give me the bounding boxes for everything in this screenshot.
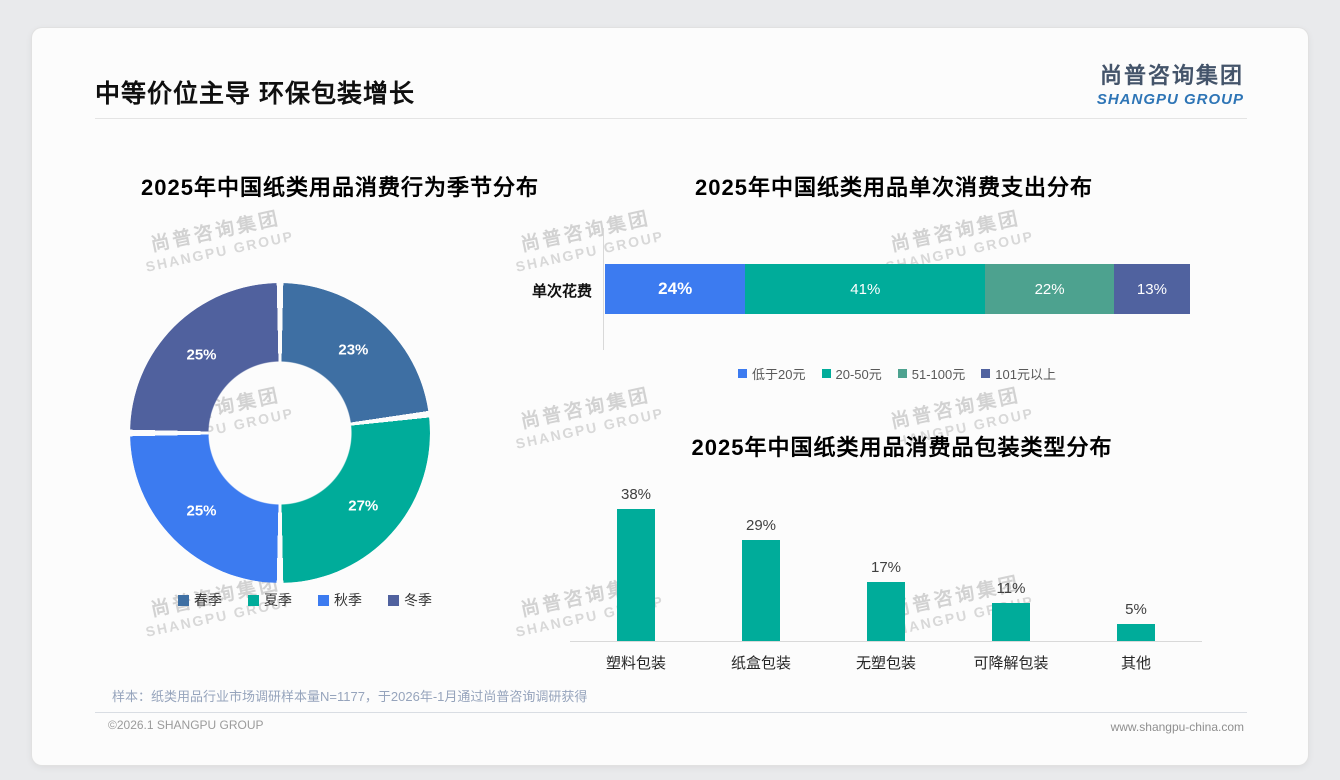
legend-label: 低于20元 — [752, 367, 806, 382]
legend-item: 51-100元 — [897, 364, 966, 383]
legend-swatch — [248, 594, 259, 606]
website-url: www.shangpu-china.com — [1110, 720, 1244, 734]
legend-item: 101元以上 — [981, 364, 1056, 383]
legend-label: 秋季 — [334, 592, 362, 608]
bar-value-label: 29% — [745, 517, 777, 534]
sample-note: 样本：纸类用品行业市场调研样本量N=1177，于2026年-1月通过尚普咨询调研… — [112, 689, 588, 704]
donut-segment-label: 23% — [338, 341, 369, 359]
bar — [992, 603, 1030, 641]
copyright-text: ©2026.1 SHANGPU GROUP — [108, 718, 264, 732]
footer-divider — [95, 712, 1247, 713]
donut-legend: 春季 夏季 秋季 冬季 — [105, 590, 505, 610]
legend-item: 夏季 — [248, 590, 292, 610]
bar-category-label: 纸盒包装 — [730, 655, 791, 672]
legend-swatch — [821, 369, 831, 378]
legend-item: 秋季 — [318, 590, 362, 610]
legend-label: 101元以上 — [995, 367, 1056, 382]
legend-swatch — [388, 594, 399, 606]
stacked-segment: 41% — [745, 264, 986, 314]
stacked-segment: 24% — [605, 264, 746, 314]
bar-category-label: 可降解包装 — [973, 655, 1049, 672]
stacked-bar-legend: 低于20元 20-50元 51-100元 101元以上 — [617, 364, 1177, 383]
legend-label: 51-100元 — [911, 367, 966, 382]
logo-text-cn: 尚普咨询集团 — [1099, 63, 1244, 88]
legend-swatch — [738, 369, 748, 378]
slide-card: 尚普咨询集团 SHANGPU GROUP 尚普咨询集团 SHANGPU GROUP 尚普… — [32, 28, 1308, 765]
donut-segment-label: 25% — [186, 502, 217, 520]
legend-swatch — [897, 369, 907, 378]
legend-label: 冬季 — [404, 592, 432, 608]
legend-swatch — [178, 594, 189, 606]
stacked-bar-axis-line — [603, 228, 604, 350]
legend-swatch — [981, 369, 991, 378]
page-title: 中等价位主导 环保包装增长 — [95, 80, 415, 108]
legend-item: 20-50元 — [821, 364, 882, 383]
legend-label: 夏季 — [264, 592, 292, 608]
stacked-bar-category-label: 单次花费 — [531, 283, 592, 300]
title-divider — [95, 118, 1247, 119]
bar-category-label: 无塑包装 — [855, 655, 916, 672]
stacked-segment: 13% — [1113, 264, 1190, 314]
bar-value-label: 17% — [870, 559, 902, 576]
donut-segment-label: 25% — [186, 346, 217, 363]
stacked-bar: 24% 41% 22% 13% — [605, 264, 1190, 314]
company-logo: 尚普咨询集团 SHANGPU GROUP — [1097, 58, 1244, 108]
legend-swatch — [318, 594, 329, 606]
bar-chart-baseline — [570, 641, 1202, 642]
donut-chart: 23% 27% 25% 25% — [130, 283, 430, 583]
donut-segment-label: 27% — [348, 497, 379, 515]
bar-value-label: 11% — [996, 580, 1026, 597]
legend-label: 20-50元 — [835, 367, 882, 382]
legend-item: 春季 — [178, 590, 222, 610]
bar-category-label: 其他 — [1120, 655, 1151, 672]
stacked-chart-title: 2025年中国纸类用品单次消费支出分布 — [695, 175, 1093, 200]
donut-chart-title: 2025年中国纸类用品消费行为季节分布 — [141, 175, 539, 200]
stacked-segment: 22% — [985, 264, 1114, 314]
legend-label: 春季 — [194, 592, 222, 608]
bar-chart-title: 2025年中国纸类用品消费品包装类型分布 — [691, 435, 1113, 460]
bar-category-label: 塑料包装 — [605, 655, 666, 672]
legend-item: 低于20元 — [738, 364, 806, 383]
bar-value-label: 38% — [620, 486, 652, 503]
bar — [1117, 624, 1155, 641]
legend-item: 冬季 — [388, 590, 432, 610]
content-layer: 中等价位主导 环保包装增长 尚普咨询集团 SHANGPU GROUP 2025年… — [32, 28, 1308, 765]
logo-text-en: SHANGPU GROUP — [1096, 91, 1244, 108]
bar — [617, 509, 655, 641]
bar — [867, 582, 905, 641]
bar — [742, 540, 780, 641]
bar-value-label: 5% — [1125, 601, 1147, 618]
